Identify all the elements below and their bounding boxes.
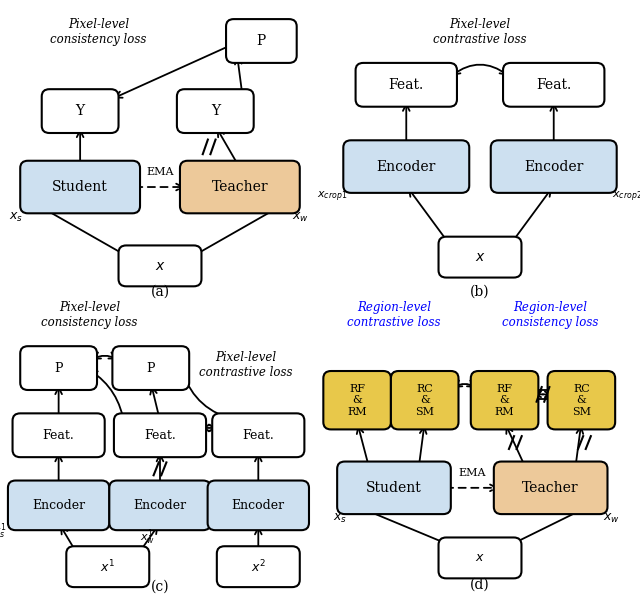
FancyBboxPatch shape [226, 19, 297, 63]
Text: EMA: EMA [147, 167, 173, 178]
FancyBboxPatch shape [207, 480, 309, 530]
FancyBboxPatch shape [217, 546, 300, 587]
FancyBboxPatch shape [42, 89, 118, 133]
Text: $x_s$: $x_s$ [333, 512, 347, 525]
FancyBboxPatch shape [109, 480, 211, 530]
Text: P: P [147, 362, 155, 375]
Text: $x_w^1$: $x_w^1$ [140, 527, 156, 547]
Text: RC
&
SM: RC & SM [572, 384, 591, 417]
Text: Teacher: Teacher [522, 481, 579, 495]
FancyBboxPatch shape [471, 371, 538, 429]
Text: Feat.: Feat. [243, 429, 274, 442]
Text: Feat.: Feat. [536, 78, 572, 92]
Text: (a): (a) [150, 285, 170, 299]
Text: Pixel-level
consistency loss: Pixel-level consistency loss [51, 18, 147, 46]
FancyBboxPatch shape [67, 546, 149, 587]
Text: Encoder: Encoder [133, 499, 187, 512]
Text: Teacher: Teacher [212, 180, 268, 194]
Text: $x^2$: $x^2$ [251, 558, 266, 575]
Text: RF
&
RM: RF & RM [495, 384, 515, 417]
FancyBboxPatch shape [343, 140, 469, 193]
Text: Feat.: Feat. [43, 429, 74, 442]
Text: (d): (d) [470, 577, 490, 591]
Text: $x_{crop1}$: $x_{crop1}$ [317, 190, 348, 204]
Text: Feat.: Feat. [388, 78, 424, 92]
Text: $x_w$: $x_w$ [603, 512, 620, 525]
Text: $x$: $x$ [475, 551, 485, 564]
Text: $x_{crop2}$: $x_{crop2}$ [612, 190, 640, 204]
Text: Encoder: Encoder [32, 499, 85, 512]
Text: Student: Student [52, 180, 108, 194]
Text: P: P [54, 362, 63, 375]
FancyBboxPatch shape [114, 414, 206, 457]
FancyBboxPatch shape [438, 237, 522, 278]
FancyBboxPatch shape [118, 246, 202, 286]
Text: $x_s$: $x_s$ [8, 211, 22, 224]
FancyBboxPatch shape [212, 414, 305, 457]
Text: Feat.: Feat. [144, 429, 176, 442]
Text: Encoder: Encoder [376, 160, 436, 173]
FancyBboxPatch shape [113, 346, 189, 390]
Text: Encoder: Encoder [524, 160, 584, 173]
Text: Region-level
contrastive loss: Region-level contrastive loss [348, 301, 441, 329]
FancyBboxPatch shape [13, 414, 105, 457]
Text: Encoder: Encoder [232, 499, 285, 512]
Text: $x$: $x$ [475, 250, 485, 264]
FancyBboxPatch shape [177, 89, 253, 133]
Text: Pixel-level
contrastive loss: Pixel-level contrastive loss [433, 18, 527, 46]
FancyBboxPatch shape [20, 346, 97, 390]
Text: EMA: EMA [459, 468, 486, 478]
Text: (c): (c) [150, 580, 170, 594]
Text: Pixel-level
contrastive loss: Pixel-level contrastive loss [199, 350, 292, 378]
FancyBboxPatch shape [391, 371, 458, 429]
FancyBboxPatch shape [356, 63, 457, 107]
FancyBboxPatch shape [548, 371, 615, 429]
Text: P: P [257, 34, 266, 48]
FancyBboxPatch shape [503, 63, 604, 107]
Text: Y: Y [211, 104, 220, 118]
Text: $x^1$: $x^1$ [100, 558, 115, 575]
Text: Student: Student [366, 481, 422, 495]
FancyBboxPatch shape [438, 538, 522, 578]
Text: (b): (b) [470, 285, 490, 299]
FancyBboxPatch shape [20, 161, 140, 213]
Text: Y: Y [76, 104, 84, 118]
Text: $x_s^1$: $x_s^1$ [0, 522, 7, 541]
FancyBboxPatch shape [8, 480, 109, 530]
FancyBboxPatch shape [337, 461, 451, 514]
FancyBboxPatch shape [494, 461, 607, 514]
Text: Pixel-level
consistency loss: Pixel-level consistency loss [41, 301, 138, 329]
Text: RC
&
SM: RC & SM [415, 384, 434, 417]
FancyBboxPatch shape [180, 161, 300, 213]
Text: Region-level
consistency loss: Region-level consistency loss [502, 301, 599, 329]
Text: $x_w$: $x_w$ [292, 211, 309, 224]
Text: RF
&
RM: RF & RM [348, 384, 367, 417]
FancyBboxPatch shape [323, 371, 391, 429]
FancyBboxPatch shape [491, 140, 617, 193]
Text: $x$: $x$ [155, 259, 165, 273]
